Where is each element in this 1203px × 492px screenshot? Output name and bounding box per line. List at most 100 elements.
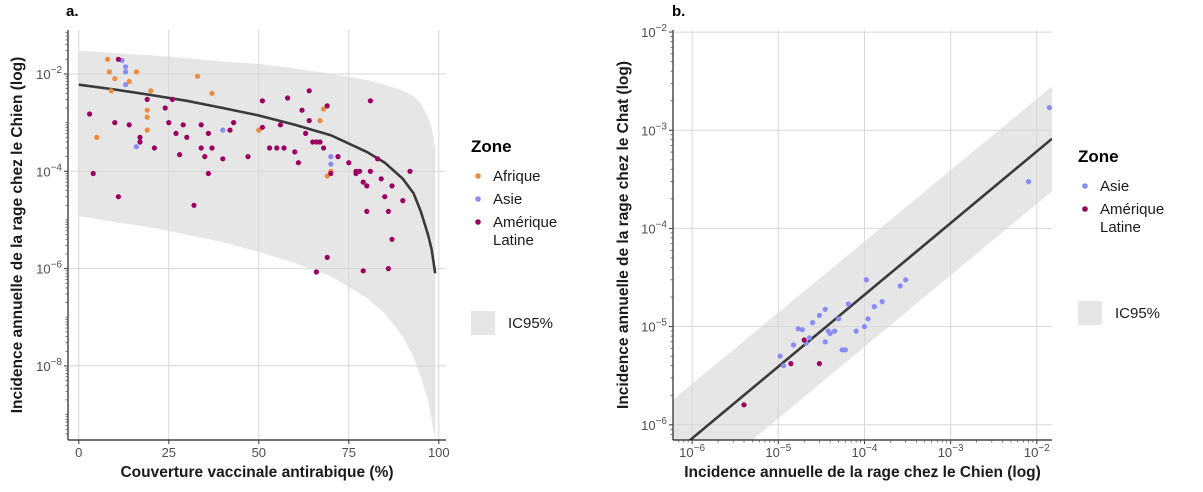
data-point bbox=[133, 144, 139, 150]
data-point bbox=[364, 208, 370, 214]
y-tick-label: 10−5 bbox=[641, 318, 667, 335]
fit-line bbox=[78, 83, 437, 274]
x-tick-label: 10−3 bbox=[938, 443, 964, 460]
legend-label: Latine bbox=[1100, 219, 1141, 236]
data-point bbox=[1046, 105, 1052, 111]
data-point bbox=[799, 327, 805, 333]
data-point bbox=[313, 139, 319, 145]
x-tick-label: 100 bbox=[428, 445, 450, 460]
data-point bbox=[259, 98, 265, 104]
x-tick-label: 10−2 bbox=[1024, 443, 1050, 460]
data-point bbox=[94, 134, 100, 140]
plot-area bbox=[68, 30, 446, 440]
data-point bbox=[137, 134, 143, 140]
x-tick-label: 10−4 bbox=[852, 443, 878, 460]
data-point bbox=[133, 69, 139, 75]
data-point bbox=[231, 120, 237, 126]
data-point bbox=[169, 96, 175, 102]
legend-marker bbox=[1082, 183, 1088, 189]
data-point bbox=[126, 122, 132, 128]
data-point bbox=[191, 202, 197, 208]
data-point bbox=[112, 76, 118, 82]
legend-band-label: IC95% bbox=[1115, 305, 1160, 322]
y-axis-label: Incidence annuelle de la rage chez le Ch… bbox=[615, 61, 632, 409]
data-point bbox=[822, 306, 828, 312]
legend-title: Zone bbox=[471, 137, 512, 156]
data-point bbox=[123, 69, 129, 75]
data-point bbox=[292, 149, 298, 155]
data-point bbox=[835, 316, 842, 322]
legend-label: Afrique bbox=[493, 168, 541, 185]
data-point bbox=[795, 326, 801, 332]
data-point bbox=[151, 145, 157, 151]
data-point bbox=[863, 277, 869, 283]
x-tick-label: 75 bbox=[342, 445, 356, 460]
data-point bbox=[317, 139, 323, 145]
data-point bbox=[357, 168, 363, 174]
data-point bbox=[274, 145, 280, 151]
data-point bbox=[144, 96, 150, 102]
data-point bbox=[865, 316, 871, 322]
panel-label: a. bbox=[66, 3, 79, 20]
data-point bbox=[195, 73, 201, 79]
data-point bbox=[137, 139, 143, 145]
legend-title: Zone bbox=[1078, 147, 1119, 166]
data-point bbox=[123, 64, 129, 70]
panel-b: 10−6 10−5 10−4 10−3 10−2 10−6 10−5 10−4 10−3 10−2… bbox=[615, 3, 1164, 481]
data-point bbox=[385, 266, 391, 272]
data-point bbox=[209, 90, 215, 96]
data-point bbox=[106, 69, 112, 75]
data-point bbox=[806, 335, 813, 341]
data-point bbox=[853, 328, 859, 334]
data-point bbox=[842, 347, 849, 353]
plot-area bbox=[673, 30, 1052, 440]
y-tick-label: 10−4 bbox=[641, 219, 667, 236]
data-point bbox=[148, 88, 154, 94]
ci95-band bbox=[673, 86, 1052, 440]
x-axis-label: Couverture vaccinale antirabique (%) bbox=[120, 464, 393, 481]
data-point bbox=[816, 361, 823, 367]
data-point bbox=[173, 130, 179, 136]
data-point bbox=[202, 154, 208, 160]
data-point bbox=[299, 107, 305, 113]
legend-label: Asie bbox=[1100, 178, 1129, 195]
data-point bbox=[741, 402, 747, 408]
data-point bbox=[389, 183, 395, 189]
legend-label: Amérique bbox=[1100, 201, 1164, 218]
data-point bbox=[816, 312, 823, 318]
data-point bbox=[108, 88, 114, 94]
data-point bbox=[245, 154, 251, 160]
data-point bbox=[310, 139, 316, 145]
y-tick-label: 10−4 bbox=[36, 162, 62, 179]
data-point bbox=[285, 95, 291, 101]
data-point bbox=[321, 145, 327, 151]
y-tick-label: 10−3 bbox=[641, 121, 667, 138]
data-point bbox=[903, 277, 909, 283]
legend-label: Amérique bbox=[493, 214, 557, 231]
data-point bbox=[177, 152, 183, 158]
data-point bbox=[198, 145, 204, 151]
data-point bbox=[317, 118, 323, 124]
data-point bbox=[306, 88, 312, 94]
data-point bbox=[777, 353, 783, 359]
y-tick-label: 10−6 bbox=[641, 416, 667, 433]
data-point bbox=[144, 114, 150, 120]
data-point bbox=[220, 127, 226, 133]
data-point bbox=[112, 120, 118, 126]
data-point bbox=[328, 154, 334, 160]
y-tick-label: 10−2 bbox=[36, 65, 62, 82]
data-point bbox=[827, 330, 833, 337]
y-tick-label: 10−2 bbox=[641, 23, 667, 40]
data-point bbox=[324, 103, 330, 109]
data-point bbox=[184, 134, 190, 140]
data-point bbox=[166, 120, 172, 126]
data-point bbox=[335, 154, 341, 160]
fit-line bbox=[688, 137, 1052, 440]
data-point bbox=[256, 127, 262, 133]
x-tick-label: 0 bbox=[75, 445, 82, 460]
data-point bbox=[360, 179, 366, 185]
legend-marker bbox=[475, 219, 481, 225]
data-point bbox=[788, 361, 794, 367]
data-point bbox=[367, 98, 373, 104]
x-tick-label: 50 bbox=[252, 445, 266, 460]
